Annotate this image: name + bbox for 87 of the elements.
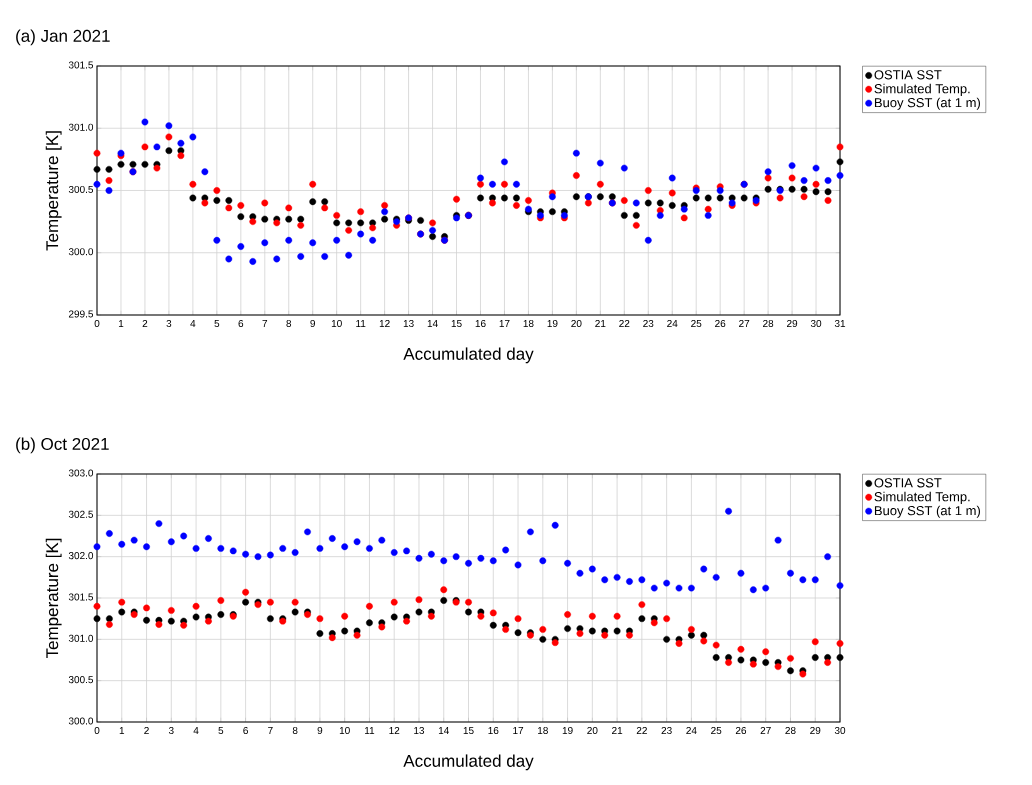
y-tick-label: 300.5: [68, 676, 94, 684]
x-tick-label: 3: [168, 726, 174, 735]
x-tick-label: 23: [661, 726, 672, 735]
x-tick-label: 1: [118, 320, 124, 327]
x-tick-label: 25: [691, 319, 702, 328]
x-tick-label: 21: [595, 319, 606, 327]
x-tick-label: 28: [763, 319, 774, 328]
x-tick-label: 13: [414, 726, 425, 735]
x-tick-label: 1: [119, 727, 125, 734]
x-tick-label: 0: [94, 319, 100, 328]
x-tick-label: 4: [193, 727, 199, 734]
x-tick-label: 11: [365, 727, 375, 734]
y-tick-label: 299.5: [68, 310, 94, 318]
x-tick-label: 19: [562, 726, 573, 735]
x-tick-label: 21: [612, 726, 623, 734]
x-tick-label: 23: [643, 319, 654, 328]
x-tick-label: 22: [619, 319, 630, 327]
x-tick-label: 6: [243, 726, 248, 735]
x-tick-label: 20: [587, 726, 598, 735]
y-tick-label: 300.0: [68, 717, 94, 725]
x-tick-label: 22: [636, 726, 647, 734]
x-tick-label: 9: [317, 726, 323, 735]
x-tick-label: 12: [379, 319, 390, 327]
y-tick-label: 301.0: [68, 123, 94, 131]
x-tick-label: 18: [538, 726, 548, 735]
x-tick-label: 2: [144, 726, 149, 734]
x-tick-label: 14: [438, 727, 450, 734]
x-tick-label: 10: [339, 726, 350, 735]
legend-label: OSTIA SST: [874, 70, 942, 80]
x-tick-label: 2: [142, 319, 148, 327]
x-tick-label: 20: [571, 319, 582, 328]
x-tick-label: 5: [214, 320, 220, 328]
y-tick-label: 301.5: [68, 61, 94, 69]
legend-label: Buoy SST (at 1 m): [874, 505, 981, 518]
y-tick-label: 301.0: [68, 634, 94, 642]
x-tick-label: 16: [488, 726, 499, 735]
x-tick-label: 3: [166, 319, 172, 328]
x-tick-label: 10: [331, 319, 342, 328]
x-tick-label: 14: [427, 320, 438, 327]
x-tick-label: 28: [785, 726, 796, 735]
x-tick-label: 5: [218, 727, 224, 735]
y-tick-label: 303.0: [68, 469, 94, 477]
y-tick-label: 302.5: [68, 510, 94, 518]
x-tick-label: 4: [190, 320, 196, 327]
x-tick-label: 30: [834, 726, 846, 735]
x-tick-label: 17: [513, 727, 524, 734]
y-tick-label: 301.5: [68, 593, 94, 601]
x-tick-label: 30: [810, 319, 822, 328]
x-tick-label: 24: [686, 726, 697, 734]
legend-label: Buoy SST (at 1 m): [874, 97, 981, 110]
x-tick-label: 16: [475, 319, 486, 328]
chart-title: (a) Jan 2021: [16, 29, 110, 46]
x-tick-label: 29: [787, 319, 798, 328]
x-tick-label: 18: [523, 319, 534, 328]
x-tick-label: 26: [715, 319, 726, 328]
x-tick-label: 12: [389, 726, 400, 734]
x-tick-label: 6: [238, 319, 244, 328]
y-tick-label: 300.0: [68, 248, 94, 256]
x-tick-label: 19: [547, 319, 558, 328]
x-tick-label: 17: [499, 320, 510, 327]
y-tick-label: 300.5: [68, 185, 94, 193]
legend-label: Simulated Temp.: [874, 491, 970, 504]
x-tick-label: 11: [356, 320, 366, 327]
x-tick-label: 0: [94, 726, 100, 735]
x-tick-label: 8: [292, 726, 298, 735]
x-tick-label: 7: [262, 320, 268, 327]
x-tick-label: 25: [711, 726, 722, 735]
x-tick-label: 24: [667, 319, 678, 327]
y-tick-label: 302.0: [68, 552, 94, 560]
chart-title: (b) Oct 2021: [16, 437, 109, 454]
x-tick-label: 31: [834, 319, 846, 328]
x-tick-label: 27: [739, 319, 750, 327]
x-tick-label: 7: [268, 727, 273, 734]
x-tick-label: 8: [286, 319, 292, 328]
x-tick-label: 15: [463, 727, 474, 735]
legend-label: Simulated Temp.: [874, 83, 970, 96]
x-tick-label: 13: [403, 319, 414, 328]
y-axis-title: Temperature [K]: [45, 131, 62, 251]
x-tick-label: 15: [451, 320, 462, 328]
x-tick-label: 29: [810, 726, 821, 735]
x-axis-title: Accumulated day: [403, 347, 534, 364]
x-axis-title: Accumulated day: [403, 754, 534, 771]
y-axis-title: Temperature [K]: [45, 538, 62, 659]
x-tick-label: 27: [760, 726, 771, 734]
legend-label: OSTIA SST: [874, 478, 942, 488]
x-tick-label: 9: [310, 319, 316, 328]
x-tick-label: 26: [735, 726, 747, 735]
